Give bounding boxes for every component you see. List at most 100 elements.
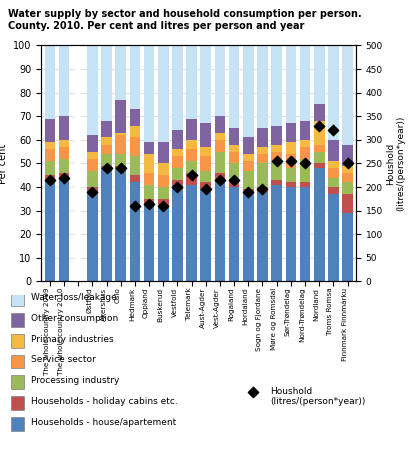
Bar — [11, 396, 24, 410]
Bar — [172, 45, 182, 130]
Point — [244, 188, 251, 195]
Bar — [342, 173, 352, 183]
Bar — [342, 183, 352, 194]
Bar — [214, 133, 225, 140]
Bar — [327, 45, 338, 140]
Text: Households - house/apartement: Households - house/apartement — [31, 418, 176, 427]
Bar — [228, 163, 239, 183]
Bar — [299, 45, 310, 121]
Bar — [342, 166, 352, 173]
Bar — [285, 123, 295, 142]
Bar — [129, 183, 140, 281]
Bar — [11, 292, 24, 306]
Text: Households - holiday cabins etc.: Households - holiday cabins etc. — [31, 397, 177, 406]
Bar — [228, 144, 239, 152]
Bar — [242, 171, 253, 189]
Bar — [271, 163, 281, 180]
Bar — [256, 163, 267, 187]
Text: Houshold
(litres/(person*year)): Houshold (litres/(person*year)) — [269, 387, 364, 406]
Bar — [299, 159, 310, 183]
Bar — [285, 142, 295, 154]
Bar — [115, 133, 126, 135]
Bar — [158, 45, 168, 142]
Point — [89, 188, 95, 195]
Bar — [256, 147, 267, 154]
Bar — [214, 180, 225, 281]
Point — [315, 122, 322, 129]
Bar — [299, 140, 310, 147]
Bar — [228, 187, 239, 281]
Y-axis label: Per cent: Per cent — [0, 143, 8, 183]
Bar — [87, 152, 97, 159]
Bar — [271, 126, 281, 144]
Bar — [327, 187, 338, 194]
Text: Other consumption: Other consumption — [31, 314, 118, 323]
Bar — [313, 168, 324, 281]
Bar — [242, 189, 253, 194]
Bar — [313, 121, 324, 144]
Bar — [143, 154, 154, 173]
Bar — [186, 45, 197, 118]
Bar — [87, 45, 97, 135]
Text: Processing industry: Processing industry — [31, 376, 119, 385]
Bar — [285, 154, 295, 168]
Bar — [186, 161, 197, 173]
Point — [273, 158, 279, 165]
Bar — [11, 313, 24, 327]
Bar — [59, 159, 69, 173]
Bar — [242, 194, 253, 281]
Bar — [242, 138, 253, 154]
Bar — [200, 183, 211, 189]
Bar — [200, 156, 211, 171]
Bar — [242, 161, 253, 171]
Bar — [172, 168, 182, 180]
Bar — [87, 192, 97, 281]
Bar — [101, 168, 112, 281]
Bar — [129, 126, 140, 138]
Bar — [115, 154, 126, 166]
Point — [230, 176, 237, 183]
Bar — [271, 45, 281, 126]
Bar — [214, 140, 225, 152]
Point — [145, 200, 152, 207]
Text: Primary industries: Primary industries — [31, 335, 114, 344]
Bar — [342, 144, 352, 166]
Bar — [115, 168, 126, 281]
Bar — [101, 154, 112, 166]
Bar — [45, 118, 55, 142]
Bar — [327, 140, 338, 161]
Bar — [87, 171, 97, 187]
Bar — [158, 142, 168, 163]
Y-axis label: Houshold
(litres/(person*year)): Houshold (litres/(person*year)) — [385, 116, 404, 211]
Point — [329, 127, 336, 134]
Bar — [214, 116, 225, 133]
Bar — [172, 130, 182, 149]
Bar — [59, 178, 69, 281]
Bar — [256, 45, 267, 128]
Point — [174, 183, 180, 191]
Bar — [313, 45, 324, 104]
Bar — [75, 45, 81, 281]
Bar — [200, 123, 211, 147]
Point — [47, 176, 53, 183]
Point — [343, 160, 350, 167]
Point — [117, 164, 124, 172]
Bar — [101, 138, 112, 144]
Bar — [214, 173, 225, 180]
Bar — [256, 187, 267, 192]
Bar — [45, 149, 55, 161]
Bar — [101, 45, 112, 121]
Point — [159, 202, 166, 210]
Bar — [143, 206, 154, 281]
Point — [259, 186, 265, 193]
Bar — [313, 104, 324, 121]
Bar — [200, 189, 211, 281]
Bar — [327, 161, 338, 168]
Bar — [115, 135, 126, 154]
Bar — [129, 109, 140, 126]
Bar — [342, 213, 352, 281]
Point — [287, 158, 294, 165]
Bar — [228, 45, 239, 128]
Bar — [59, 116, 69, 140]
Bar — [129, 156, 140, 175]
